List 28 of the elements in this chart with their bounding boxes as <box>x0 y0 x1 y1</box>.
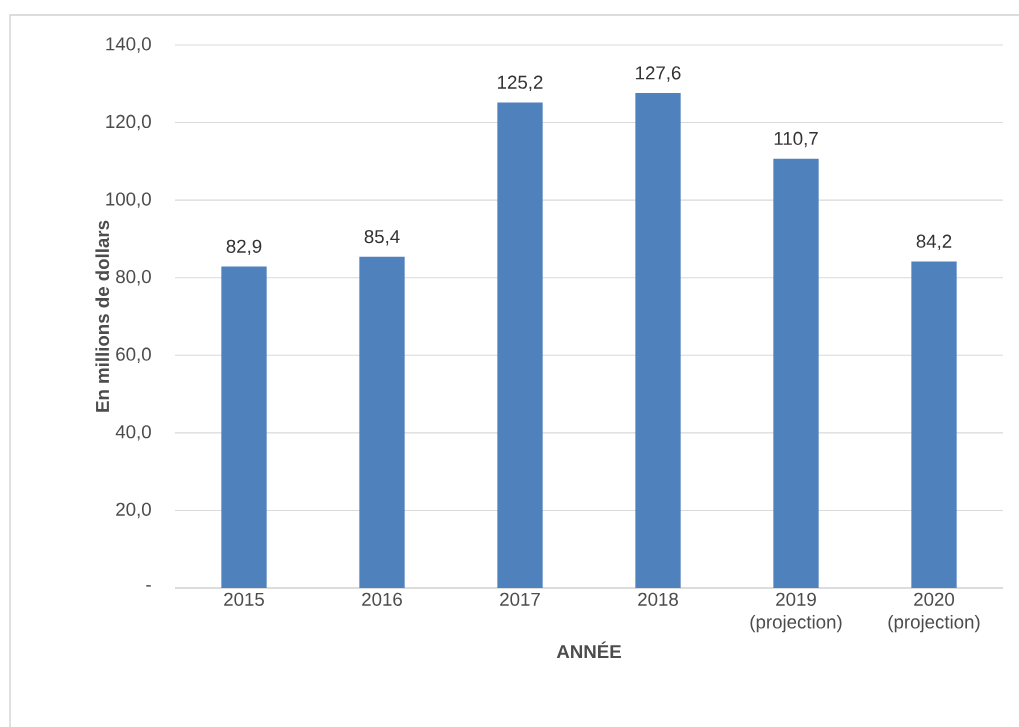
data-label: 127,6 <box>636 66 681 82</box>
x-tick-label: 2019 (projection) <box>750 592 842 633</box>
y-axis-title: En millions de dollars <box>95 220 110 412</box>
y-tick-label: 80,0 <box>116 269 151 286</box>
bar <box>221 266 267 588</box>
bar <box>497 102 543 588</box>
y-tick-label: 20,0 <box>116 502 151 519</box>
y-tick-label: - <box>146 585 151 587</box>
data-label: 84,2 <box>916 234 952 251</box>
x-tick-label: 2017 <box>500 592 540 606</box>
x-tick-label: 2015 <box>224 592 264 606</box>
data-label: 125,2 <box>498 75 543 92</box>
x-tick-label: 2020 (projection) <box>888 592 980 633</box>
y-tick-label: 40,0 <box>115 425 151 441</box>
bar <box>911 261 957 588</box>
data-label: 110,7 <box>774 131 818 148</box>
y-tick-label: 60,0 <box>116 347 151 363</box>
data-label: 82,9 <box>226 239 262 256</box>
bar <box>359 256 405 588</box>
y-tick-label: 120,0 <box>106 114 151 131</box>
y-tick-label: 140,0 <box>106 37 151 53</box>
x-tick-label: 2016 <box>362 592 402 606</box>
x-tick-label: 2018 <box>638 592 678 606</box>
y-tick-label: 100,0 <box>106 192 151 208</box>
x-axis-title: ANNÉE <box>556 641 621 658</box>
bar <box>773 158 819 588</box>
bar <box>635 93 681 588</box>
data-label: 85,4 <box>364 229 400 246</box>
